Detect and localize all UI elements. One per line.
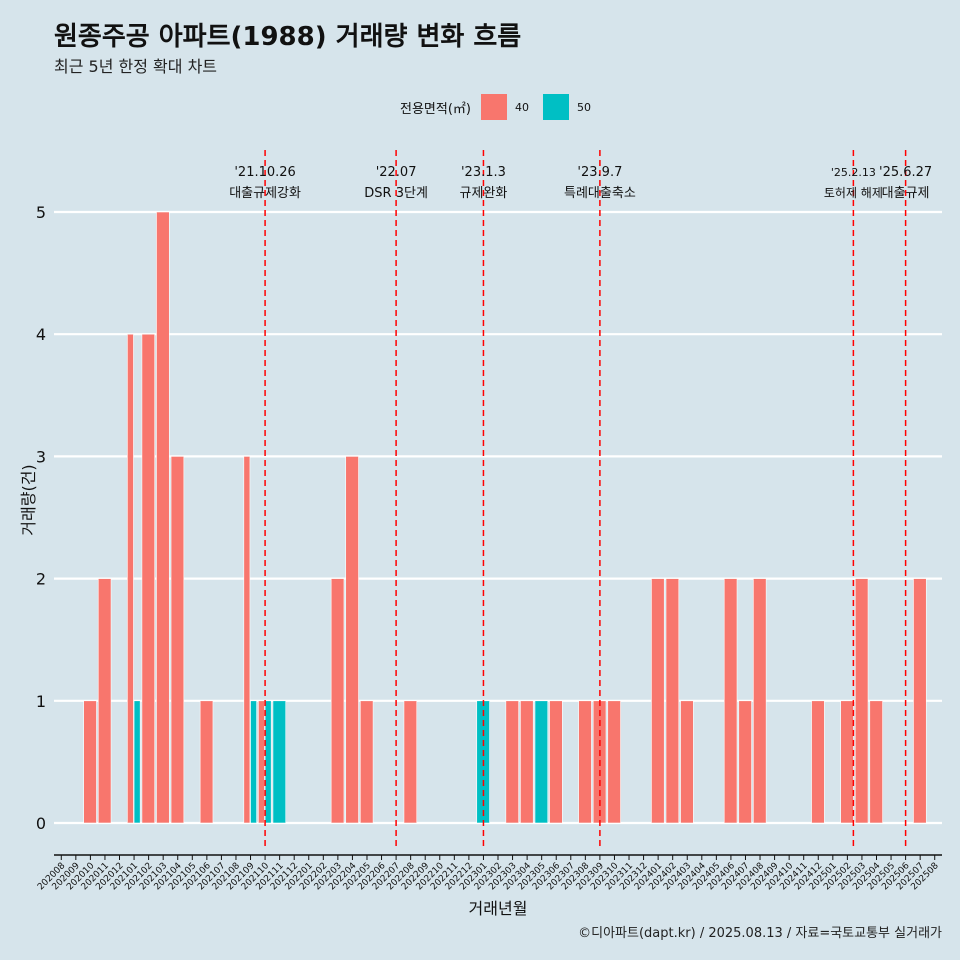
bar-40-202203: [330, 578, 345, 824]
bar-40-202407: [738, 700, 752, 824]
bar-50-202109: [250, 700, 257, 824]
bar-40-202208: [403, 700, 418, 824]
caption: ©디아파트(dapt.kr) / 2025.08.13 / 자료=국토교통부 실…: [578, 926, 942, 941]
annotation-label: 대출규제: [882, 186, 930, 201]
legend-swatch-40: [480, 94, 507, 120]
bar-40-202204: [345, 456, 359, 824]
bar-40-202109: [243, 456, 251, 824]
legend-title: 전용면적(㎡): [400, 101, 471, 117]
annotation-date: '25.6.27: [879, 165, 932, 180]
chart-subtitle: 최근 5년 한정 확대 차트: [54, 57, 218, 76]
bar-40-202403: [680, 700, 694, 824]
legend-label-50: 50: [576, 100, 591, 114]
bar-40-202104: [170, 456, 185, 824]
bar-40-202102: [141, 333, 156, 824]
bar-40-202101: [127, 333, 134, 824]
x-axis-title: 거래년월: [469, 899, 528, 918]
legend-swatch-50: [542, 94, 569, 120]
bar-40-202306: [549, 700, 563, 824]
y-tick-label: 4: [36, 325, 46, 344]
y-axis-title: 거래량(건): [19, 464, 38, 535]
bar-40-202504: [869, 700, 883, 824]
bar-40-202106: [199, 700, 214, 824]
bar-40-202103: [156, 211, 170, 824]
bar-40-202507: [913, 578, 927, 824]
annotation-label: 대출규제강화: [229, 186, 301, 201]
bar-40-202412: [811, 700, 825, 824]
y-tick-label: 0: [36, 814, 46, 833]
annotation-date: '23.9.7: [577, 165, 622, 180]
annotation-label: 토허제 해제: [824, 186, 883, 200]
bar-40-202110: [258, 700, 265, 824]
bar-40-202011: [97, 578, 112, 824]
bar-40-202010: [83, 700, 97, 824]
y-tick-label: 1: [36, 692, 46, 711]
legend-label-40: 40: [514, 100, 529, 114]
bar-40-202502: [840, 700, 854, 824]
annotation-date: '25.2.13: [831, 166, 876, 179]
annotation-date: '23.1.3: [461, 165, 506, 180]
annotation-date: '21.10.26: [234, 165, 295, 180]
y-tick-label: 5: [36, 203, 46, 222]
bar-40-202310: [607, 700, 621, 824]
bar-50-202110: [264, 700, 272, 824]
bar-50-202305: [534, 700, 549, 824]
bar-40-202503: [854, 578, 869, 824]
annotation-date: '22.07: [376, 165, 417, 180]
legend: 전용면적(㎡) 40 50: [400, 94, 605, 120]
bar-40-202308: [578, 700, 592, 824]
bar-50-202111: [272, 700, 287, 824]
bar-40-202402: [665, 578, 680, 824]
annotation-label: DSR 3단계: [364, 186, 428, 201]
y-tick-label: 3: [36, 447, 46, 466]
bar-50-202101: [133, 700, 141, 824]
annotation-label: 특례대출축소: [564, 186, 636, 201]
bar-40-202401: [651, 578, 665, 824]
bar-40-202205: [359, 700, 374, 824]
y-tick-label: 2: [36, 570, 46, 589]
annotation-label: 규제완화: [460, 186, 508, 201]
bar-40-202408: [753, 578, 767, 824]
bar-40-202406: [723, 578, 738, 824]
bar-40-202304: [520, 700, 534, 824]
chart-title: 원종주공 아파트(1988) 거래량 변화 흐름: [54, 22, 522, 52]
bar-40-202303: [505, 700, 519, 824]
